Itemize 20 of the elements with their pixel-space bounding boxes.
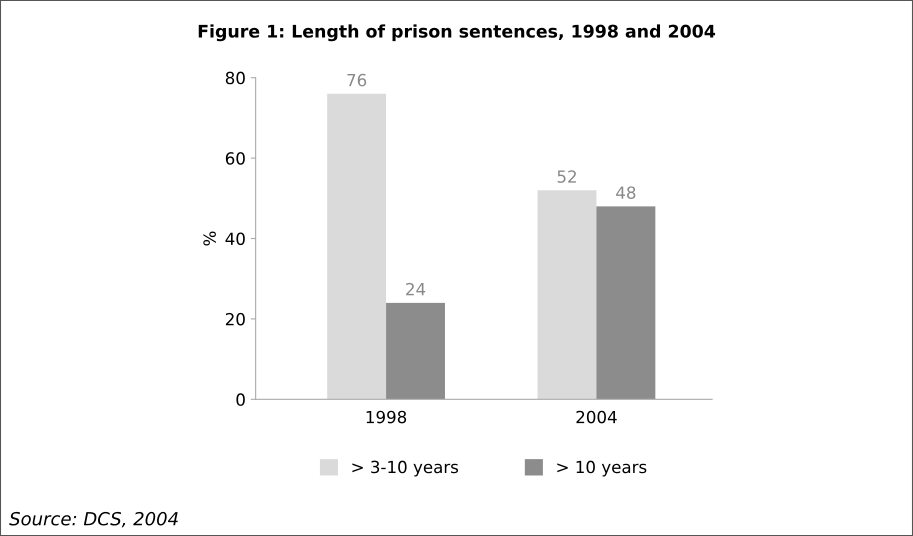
bar <box>386 302 445 400</box>
bar <box>327 94 386 400</box>
data-label: 48 <box>616 186 636 199</box>
data-label: 24 <box>406 282 426 296</box>
y-tick-label: 60 <box>226 152 245 165</box>
source-note: Source: DCS, 2004 <box>9 512 178 528</box>
bar <box>538 190 596 400</box>
chart-title: Figure 1: Length of prison sentences, 1998 and 2004 <box>198 24 716 42</box>
y-tick-label: 80 <box>226 72 245 84</box>
x-tick-label: 1998 <box>366 410 406 424</box>
data-label: 76 <box>347 74 366 86</box>
x-tick-label: 2004 <box>576 410 617 424</box>
legend-label: > 10 years <box>557 460 646 477</box>
data-label: 52 <box>558 170 576 183</box>
y-tick-label: 0 <box>236 393 245 406</box>
y-tick-label: 40 <box>226 232 245 246</box>
bar <box>596 206 656 400</box>
legend-label: > 3-10 years <box>352 460 458 477</box>
y-tick-label: 20 <box>226 312 245 326</box>
y-axis-title: % <box>203 232 216 246</box>
